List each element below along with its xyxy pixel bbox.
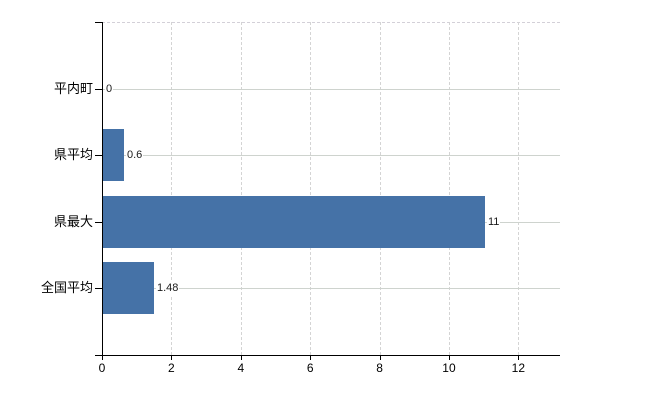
x-axis-tick (171, 355, 173, 360)
x-axis-tick (448, 355, 450, 360)
y-axis-line (102, 22, 103, 356)
bar-value-label: 0 (105, 83, 114, 96)
vertical-gridline (518, 22, 520, 355)
horizontal-gridline (102, 288, 560, 289)
bar-value-label: 11 (487, 216, 501, 229)
x-tick-label: 12 (511, 361, 526, 375)
y-axis-top-tick (95, 22, 102, 23)
vertical-gridline (171, 22, 173, 355)
x-axis-tick (379, 355, 381, 360)
horizontal-gridline (102, 155, 560, 156)
y-axis-tick (95, 89, 102, 90)
x-tick-label: 4 (237, 361, 245, 375)
plot-top-border (102, 22, 560, 23)
x-axis-tick (102, 355, 103, 360)
bar-value-label: 0.6 (126, 149, 144, 162)
horizontal-gridline (102, 89, 560, 90)
bar (103, 262, 154, 314)
y-axis-tick (95, 222, 102, 223)
x-axis-tick (310, 355, 312, 360)
vertical-gridline (240, 22, 242, 355)
bar-value-label: 1.48 (156, 282, 180, 295)
vertical-gridline (379, 22, 381, 355)
category-label: 平内町 (53, 81, 93, 96)
bar (103, 129, 124, 181)
x-tick-label: 2 (168, 361, 175, 375)
x-tick-label: 8 (376, 361, 383, 375)
x-axis-tick (518, 355, 520, 360)
bar (103, 196, 485, 248)
x-tick-label: 10 (442, 361, 456, 375)
y-axis-tick (95, 155, 102, 156)
x-axis-line (95, 355, 560, 356)
vertical-gridline (310, 22, 312, 355)
category-label: 県平均 (53, 147, 93, 162)
vertical-gridline (448, 22, 450, 355)
x-tick-label: 0 (98, 361, 106, 375)
y-axis-tick (95, 288, 102, 289)
x-axis-tick (240, 355, 242, 360)
category-label: 全国平均 (40, 280, 93, 295)
x-tick-label: 6 (306, 361, 314, 375)
category-label: 県最大 (53, 214, 93, 229)
